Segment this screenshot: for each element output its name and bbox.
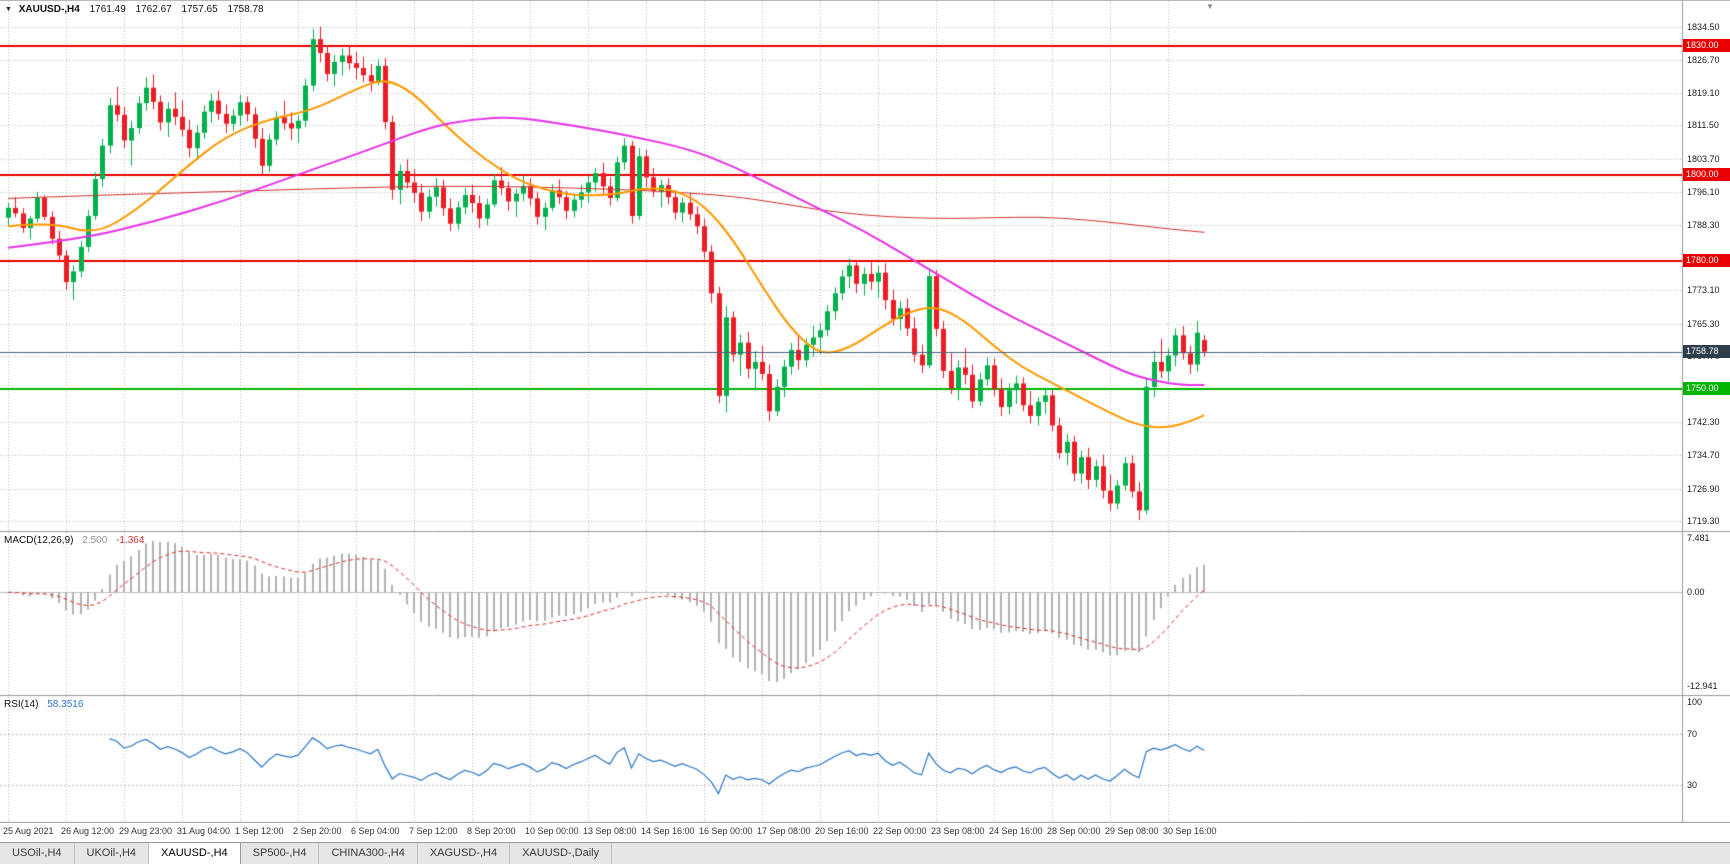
rsi-indicator-label: RSI(14) 58.3516 xyxy=(4,699,83,710)
time-axis-label: 7 Sep 12:00 xyxy=(409,826,458,836)
time-axis-label: 28 Sep 00:00 xyxy=(1047,826,1101,836)
time-axis-label: 26 Aug 12:00 xyxy=(61,826,115,836)
time-axis-label: 23 Sep 08:00 xyxy=(931,826,985,836)
tab-xauusd-h4[interactable]: XAUUSD-,H4 xyxy=(149,843,241,864)
time-axis-label: 24 Sep 16:00 xyxy=(989,826,1043,836)
time-axis-label: 29 Aug 23:00 xyxy=(119,826,173,836)
time-axis-label: 17 Sep 08:00 xyxy=(757,826,811,836)
time-axis-label: 13 Sep 08:00 xyxy=(583,826,637,836)
chart-tabs: USOil-,H4 UKOil-,H4 XAUUSD-,H4 SP500-,H4 CHI… xyxy=(0,842,1730,864)
open-value: 1761.49 xyxy=(89,4,126,15)
tab-china300-h4[interactable]: CHINA300-,H4 xyxy=(319,843,418,864)
time-axis-label: 8 Sep 20:00 xyxy=(467,826,516,836)
time-axis-label: 10 Sep 00:00 xyxy=(525,826,579,836)
high-value: 1762.67 xyxy=(135,4,172,15)
collapse-icon[interactable]: ▼ xyxy=(5,6,12,13)
macd-main-value: 2.500 xyxy=(82,535,108,546)
macd-indicator-label: MACD(12,26,9) 2.500 -1.364 xyxy=(4,535,144,546)
ohlc-header: ▼ XAUUSD-,H4 1761.49 1762.67 1757.65 175… xyxy=(5,4,264,15)
time-axis-label: 22 Sep 00:00 xyxy=(873,826,927,836)
time-axis-label: 31 Aug 04:00 xyxy=(177,826,231,836)
rsi-name: RSI(14) xyxy=(4,699,39,710)
macd-signal-value: -1.364 xyxy=(116,535,145,546)
time-axis-label: 2 Sep 20:00 xyxy=(293,826,342,836)
time-axis[interactable]: 25 Aug 2021 26 Aug 12:00 29 Aug 23:00 31 Au… xyxy=(0,823,1682,842)
time-axis-label: 25 Aug 2021 xyxy=(3,826,54,836)
macd-name: MACD(12,26,9) xyxy=(4,535,74,546)
time-axis-label: 20 Sep 16:00 xyxy=(815,826,869,836)
tab-usoil-h4[interactable]: USOil-,H4 xyxy=(0,843,75,864)
time-axis-label: 16 Sep 00:00 xyxy=(699,826,753,836)
time-axis-label: 29 Sep 08:00 xyxy=(1105,826,1159,836)
chart-shift-icon[interactable]: ▼ xyxy=(1206,2,1214,11)
tab-xauusd-daily[interactable]: XAUUSD-,Daily xyxy=(510,843,613,864)
tab-sp500-h4[interactable]: SP500-,H4 xyxy=(241,843,320,864)
close-value: 1758.78 xyxy=(227,4,264,15)
time-axis-label: 1 Sep 12:00 xyxy=(235,826,284,836)
tab-ukoil-h4[interactable]: UKOil-,H4 xyxy=(75,843,150,864)
low-value: 1757.65 xyxy=(181,4,218,15)
time-axis-label: 6 Sep 04:00 xyxy=(351,826,400,836)
time-axis-label: 30 Sep 16:00 xyxy=(1163,826,1217,836)
time-axis-label: 14 Sep 16:00 xyxy=(641,826,695,836)
price-chart-canvas[interactable] xyxy=(0,1,1730,823)
tab-xagusd-h4[interactable]: XAGUSD-,H4 xyxy=(418,843,511,864)
rsi-value: 58.3516 xyxy=(47,699,84,710)
symbol-timeframe-label: XAUUSD-,H4 xyxy=(18,4,80,15)
